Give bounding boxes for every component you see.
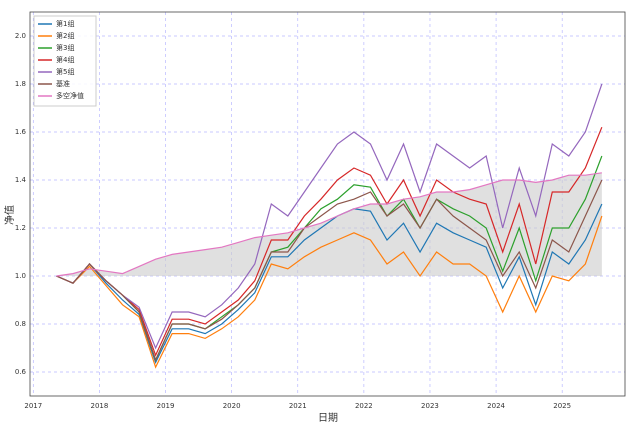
y-tick-label: 1.8 [15, 80, 26, 88]
area [56, 172, 602, 276]
x-axis-label: 日期 [318, 412, 338, 424]
x-tick-label: 2025 [553, 402, 571, 410]
legend-label: 第1组 [56, 19, 74, 28]
y-tick-label: 1.0 [15, 272, 26, 280]
legend-label: 第5组 [56, 67, 74, 76]
legend-label: 第2组 [56, 31, 74, 40]
y-tick-label: 0.6 [15, 368, 27, 376]
x-tick-label: 2023 [421, 402, 439, 410]
y-tick-label: 1.6 [15, 128, 27, 136]
x-tick-label: 2022 [355, 402, 373, 410]
series-line [56, 172, 602, 277]
legend-label: 多空净值 [56, 91, 84, 100]
x-tick-label: 2021 [289, 402, 307, 410]
y-tick-label: 0.8 [15, 320, 26, 328]
y-tick-label: 1.2 [15, 224, 26, 232]
x-tick-label: 2024 [487, 402, 505, 410]
legend-label: 第3组 [56, 43, 74, 52]
y-tick-label: 2.0 [15, 32, 26, 40]
y-tick-label: 1.4 [15, 176, 27, 184]
series-line [56, 203, 603, 364]
series-line [56, 179, 603, 362]
plot-frame [29, 11, 626, 397]
x-tick-label: 2017 [24, 402, 42, 410]
x-tick-label: 2018 [91, 402, 109, 410]
legend-label: 基准 [56, 79, 70, 88]
x-tick-label: 2020 [223, 402, 241, 410]
y-axis-label: 净值 [3, 205, 16, 225]
legend-label: 第4组 [56, 55, 74, 64]
series-line [56, 83, 603, 350]
series-line [56, 215, 603, 369]
legend-box [33, 15, 97, 107]
series-line [56, 126, 603, 357]
x-tick-label: 2019 [157, 402, 175, 410]
